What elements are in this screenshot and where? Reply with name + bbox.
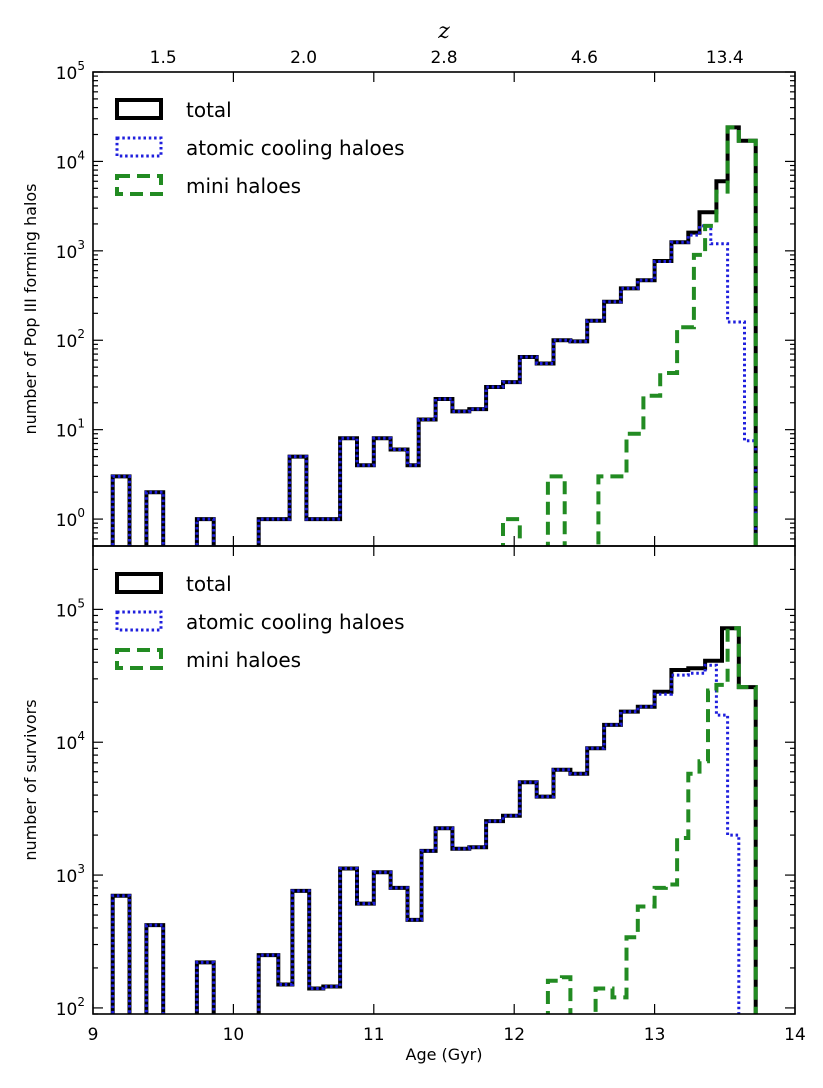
redshift-tick-label: 2.0	[290, 48, 317, 68]
bottom-series-mini-haloes	[545, 626, 758, 1014]
redshift-tick-label: 13.4	[706, 48, 744, 68]
top-legend-label: atomic cooling haloes	[186, 136, 405, 160]
top-ytick-label: 103	[56, 238, 85, 263]
xtick-label: 14	[784, 1025, 806, 1045]
xtick-label: 12	[503, 1025, 525, 1045]
xtick-label: 11	[363, 1025, 385, 1045]
bottom-series-atomic-cooling-haloes	[111, 663, 741, 1014]
x-axis-label: Age (Gyr)	[406, 1045, 483, 1064]
top-ytick-label: 104	[56, 148, 85, 173]
bottom-legend-label: total	[186, 572, 232, 596]
bottom-ytick-label: 104	[56, 729, 85, 754]
xtick-label: 10	[223, 1025, 245, 1045]
top-ytick-label: 100	[56, 506, 85, 531]
bottom-legend-label: atomic cooling haloes	[186, 610, 405, 634]
bottom-ytick-label: 103	[56, 862, 85, 887]
bottom-series-group	[110, 626, 758, 1014]
top-legend: total atomic cooling haloes mini haloes	[115, 98, 405, 198]
redshift-tick-label: 1.5	[150, 48, 177, 68]
top-ytick-label: 102	[56, 327, 85, 352]
top-panel: 100 101 102 103 104 105 1.5 2.0 2.8 4.6 13.4 z numbe…	[21, 19, 796, 547]
bottom-legend-label: mini haloes	[186, 648, 301, 672]
bottom-ytick-label: 102	[56, 995, 85, 1020]
bottom-legend-swatch	[115, 648, 163, 670]
bottom-frame	[92, 545, 796, 1015]
xtick-label: 9	[88, 1025, 99, 1045]
top-legend-label: mini haloes	[186, 174, 301, 198]
bottom-ytick-label: 105	[56, 596, 85, 621]
bottom-legend-swatch	[115, 572, 163, 594]
top-legend-swatch	[115, 98, 163, 120]
redshift-tick-label: 4.6	[571, 48, 598, 68]
top-legend-swatch	[115, 136, 163, 158]
top-y-axis-label: number of Pop III forming halos	[21, 183, 40, 434]
bottom-legend: total atomic cooling haloes mini haloes	[115, 572, 405, 672]
redshift-axis-label: z	[437, 19, 450, 44]
top-legend-label: total	[186, 98, 232, 122]
bottom-y-axis-label: number of survivors	[21, 699, 40, 860]
top-legend-swatch	[115, 174, 163, 196]
bottom-panel: 102 103 104 105 9 10 11 12 13 14 Age (Gyr) number o…	[21, 545, 806, 1064]
top-ytick-label: 105	[56, 59, 85, 84]
bottom-legend-swatch	[115, 610, 163, 632]
top-series-atomic-cooling-haloes	[111, 224, 758, 546]
bottom-series-total	[110, 626, 758, 1014]
top-series-group	[110, 125, 758, 546]
top-series-mini-haloes	[501, 125, 758, 546]
xtick-label: 13	[644, 1025, 666, 1045]
top-ytick-label: 101	[56, 417, 85, 442]
redshift-tick-label: 2.8	[430, 48, 457, 68]
